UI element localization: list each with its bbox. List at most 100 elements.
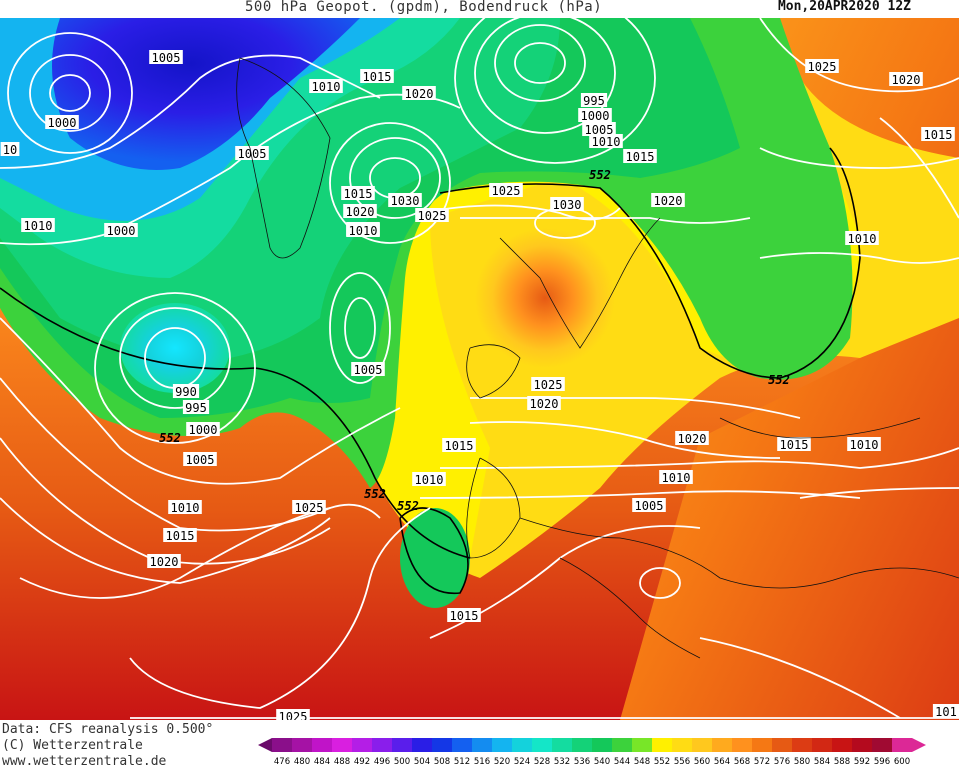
colorbar-tick-label: 488	[334, 757, 350, 767]
isobars	[0, 18, 959, 719]
colorbar-tick-label: 564	[714, 757, 730, 767]
contour-label-text: 1000	[48, 116, 77, 130]
colorbar-tick-label: 536	[574, 757, 590, 767]
colorbar-tick-label: 556	[674, 757, 690, 767]
weather-map: 1005101010151020100010101010001005101010…	[0, 18, 959, 720]
isobar-label: 1025	[531, 377, 565, 392]
contour-label-text: 1010	[662, 471, 691, 485]
isobar-label: 1025	[292, 500, 326, 515]
isobar-label: 1010	[589, 134, 623, 149]
colorbar-cell	[412, 738, 432, 752]
colorbar-tick-label: 584	[814, 757, 830, 767]
isobar-label: 1020	[651, 193, 685, 208]
contour-label-text: 552	[397, 499, 419, 513]
contour-label-text: 1025	[808, 60, 837, 74]
isobar-label: 1000	[45, 115, 79, 130]
colorbar-tick-label: 500	[394, 757, 410, 767]
colorbar-cell	[552, 738, 572, 752]
colorbar-cell	[452, 738, 472, 752]
isobar-label: 1010	[659, 470, 693, 485]
isobar-label: 1015	[623, 149, 657, 164]
isobar-label: 1010	[847, 437, 881, 452]
isobar-label: 1010	[412, 472, 446, 487]
colorbar-cell	[872, 738, 892, 752]
isobar-label: 1020	[527, 396, 561, 411]
cyan-low	[120, 303, 230, 393]
colorbar-tick-label: 532	[554, 757, 570, 767]
colorbar-cell	[572, 738, 592, 752]
contour-label-text: 1010	[312, 80, 341, 94]
contour-label-text: 990	[175, 385, 197, 399]
contour-label-text: 1025	[295, 501, 324, 515]
isobar-label: 1005	[235, 146, 269, 161]
isobar-label: 1030	[388, 193, 422, 208]
colorbar-cell	[752, 738, 772, 752]
scandinavian-ridge	[475, 228, 615, 368]
contour-label-text: 552	[768, 373, 790, 387]
colorbar-cell	[672, 738, 692, 752]
isobar-label: 995	[580, 93, 608, 108]
height-contour-label: 552	[589, 168, 611, 182]
contour-label-text: 10	[3, 143, 17, 157]
contour-label-text: 1020	[530, 397, 559, 411]
contour-label-text: 1020	[150, 555, 179, 569]
colorbar-tick-label: 496	[374, 757, 390, 767]
isobar-label: 1010	[21, 218, 55, 233]
colorbar-tick-label: 548	[634, 757, 650, 767]
contour-label-text: 1005	[238, 147, 267, 161]
contour-label-text: 552	[159, 431, 181, 445]
colorbar-tick-label: 572	[754, 757, 770, 767]
isobar-label: 1015	[360, 69, 394, 84]
colorbar-cell	[612, 738, 632, 752]
isobar-label: 995	[182, 400, 210, 415]
colorbar-cell	[712, 738, 732, 752]
contour-label-text: 1005	[186, 453, 215, 467]
colorbar-tick-label: 484	[314, 757, 330, 767]
colorbar-tick-label: 520	[494, 757, 510, 767]
isobar-label: 1020	[402, 86, 436, 101]
colorbar-cell	[492, 738, 512, 752]
colorbar-cell	[312, 738, 332, 752]
contour-label-text: 552	[364, 487, 386, 501]
website-link[interactable]: www.wetterzentrale.de	[2, 754, 167, 769]
isobar-label: 1000	[186, 422, 220, 437]
colorbar-cell	[732, 738, 752, 752]
colorbar-cell	[332, 738, 352, 752]
chart-title: 500 hPa Geopot. (gpdm), Bodendruck (hPa)	[245, 0, 603, 15]
contour-label-text: 1010	[171, 501, 200, 515]
contour-label-text: 1030	[553, 198, 582, 212]
contour-label-text: 1020	[405, 87, 434, 101]
isobar-label: 1020	[889, 72, 923, 87]
colorbar-tick-label: 560	[694, 757, 710, 767]
colorbar-tick-label: 508	[434, 757, 450, 767]
colorbar-cell	[592, 738, 612, 752]
colorbar-tick-label: 540	[594, 757, 610, 767]
colorbar-tick-label: 552	[654, 757, 670, 767]
colorbar-cell	[632, 738, 652, 752]
contour-label-text: 995	[185, 401, 207, 415]
colorbar-cell	[432, 738, 452, 752]
contour-label-text: 1000	[107, 224, 136, 238]
height-contour-label: 552	[397, 499, 419, 513]
isobar-label: 1015	[921, 127, 955, 142]
contour-label-text: 1030	[391, 194, 420, 208]
contour-label-text: 1010	[848, 232, 877, 246]
contour-label-text: 1020	[678, 432, 707, 446]
colorbar-tick-label: 504	[414, 757, 430, 767]
colorbar-tick-label: 596	[874, 757, 890, 767]
contour-label-text: 1025	[279, 710, 308, 720]
isobar-label: 1005	[351, 362, 385, 377]
colorbar-cell	[352, 738, 372, 752]
colorbar-tick-label: 544	[614, 757, 630, 767]
colorbar-tick-label: 480	[294, 757, 310, 767]
isobar-label: 1025	[805, 59, 839, 74]
isobar-label: 1010	[168, 500, 202, 515]
contour-label-text: 1015	[450, 609, 479, 623]
contour-label-text: 552	[589, 168, 611, 182]
header-bar: 500 hPa Geopot. (gpdm), Bodendruck (hPa)…	[0, 0, 959, 18]
data-source-text: Data: CFS reanalysis 0.500°	[2, 722, 214, 737]
colorbar-tick-label: 476	[274, 757, 290, 767]
isobar-label: 1025	[415, 208, 449, 223]
contour-label-text: 1000	[581, 109, 610, 123]
contour-label-text: 1020	[346, 205, 375, 219]
